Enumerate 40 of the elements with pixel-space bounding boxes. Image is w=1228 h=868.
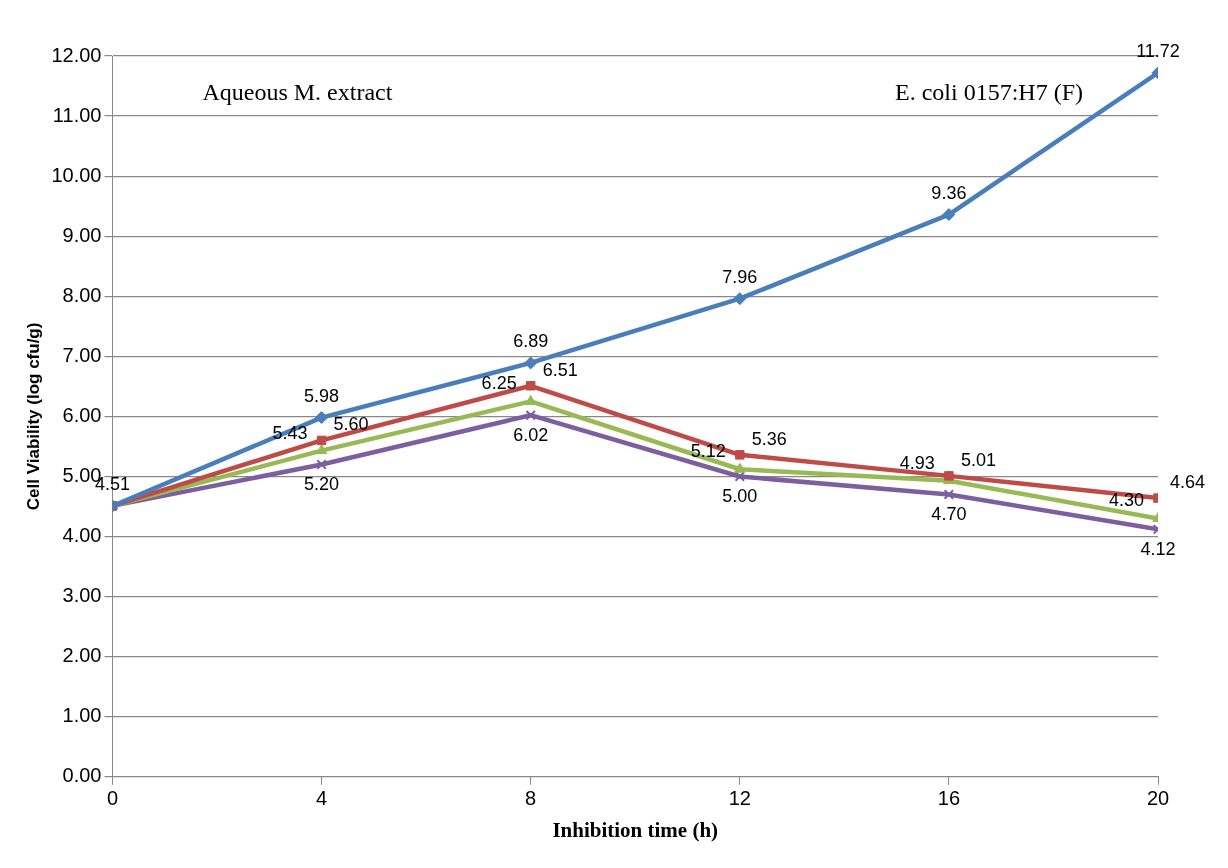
data-label: 4.30 — [1108, 490, 1144, 511]
data-label: 6.25 — [481, 373, 517, 394]
y-tick-label: 2.00 — [62, 644, 102, 667]
annotation: Aqueous M. extract — [202, 79, 393, 106]
y-tick-label: 1.00 — [62, 704, 102, 727]
data-label: 4.64 — [1170, 472, 1206, 493]
x-axis-title: Inhibition time (h) — [552, 817, 719, 842]
data-label: 6.51 — [542, 359, 578, 380]
data-label: 7.96 — [722, 266, 758, 287]
data-label: 4.93 — [899, 452, 935, 473]
data-label: 5.00 — [722, 486, 758, 507]
x-tick-label: 20 — [1146, 787, 1170, 810]
y-tick-label: 3.00 — [62, 584, 102, 607]
annotation: E. coli 0157:H7 (F) — [895, 79, 1083, 106]
y-tick-label: 9.00 — [62, 223, 102, 246]
x-tick-label: 0 — [106, 787, 119, 810]
x-tick-label: 4 — [316, 787, 328, 810]
data-label: 9.36 — [931, 182, 967, 203]
y-tick-label: 6.00 — [62, 403, 102, 426]
data-label: 4.70 — [931, 504, 967, 525]
y-tick-label: 0.00 — [62, 764, 102, 787]
data-label: 6.89 — [513, 330, 549, 351]
y-tick-label: 8.00 — [62, 283, 102, 306]
x-tick-label: 12 — [728, 787, 751, 810]
data-label: 5.01 — [960, 449, 996, 470]
x-tick-label: 16 — [937, 787, 961, 810]
y-tick-label: 11.00 — [52, 103, 102, 126]
data-label: 6.02 — [513, 425, 549, 446]
y-tick-label: 7.00 — [62, 343, 102, 366]
y-tick-label: 4.00 — [62, 524, 102, 547]
x-tick-label: 8 — [525, 787, 537, 810]
data-label: 4.12 — [1140, 539, 1176, 560]
data-label: 5.60 — [333, 414, 369, 435]
data-label: 5.36 — [751, 428, 787, 449]
data-label: 5.98 — [304, 385, 340, 406]
data-label: 5.20 — [304, 474, 340, 495]
data-label: 11.72 — [1136, 40, 1180, 61]
y-tick-label: 12.00 — [51, 43, 102, 66]
y-tick-label: 10.00 — [51, 163, 102, 186]
y-axis-title: Cell Viability (log cfu/g) — [23, 322, 43, 511]
